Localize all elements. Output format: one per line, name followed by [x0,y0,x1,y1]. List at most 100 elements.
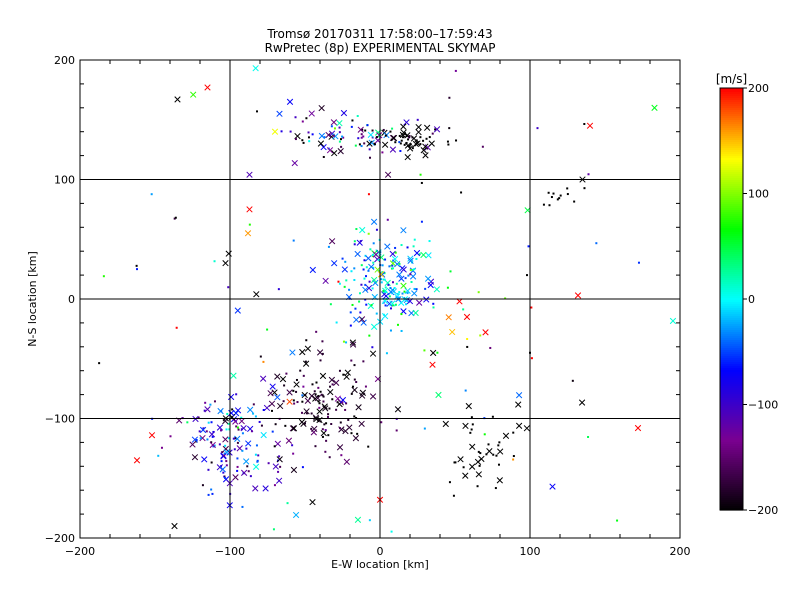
data-point-x [201,456,208,463]
data-point-dot [367,193,370,196]
data-point-dot [400,329,403,332]
data-point-dot [254,453,257,456]
data-point-x [314,394,321,402]
data-point-x [358,420,365,428]
data-point-dot [387,283,390,286]
data-point-x [486,448,493,455]
data-point-dot [345,279,348,282]
colorbar-segment [720,312,743,315]
data-point-dot [552,192,555,195]
data-point-dot [358,292,361,295]
data-point-x [304,397,312,404]
data-point-dot [292,389,295,392]
colorbar-segment [720,422,743,425]
colorbar-segment [720,284,743,287]
colorbar-segment [720,278,743,281]
data-point-x [384,171,392,178]
data-point-x [319,372,327,380]
data-point-dot [220,460,223,463]
colorbar-segment [720,462,743,465]
data-point-dot [386,218,389,221]
colorbar-segment [720,424,743,427]
data-point-x [423,296,430,303]
data-point-dot [428,136,431,139]
x-tick-label: −200 [65,545,95,558]
colorbar-segment [720,508,743,511]
data-point-dot [262,360,265,363]
y-tick-label: 100 [54,174,75,187]
data-point-x [246,206,253,213]
data-point-x [286,98,294,105]
colorbar-segment [720,484,743,487]
data-point-dot [319,390,322,393]
data-point-dot [466,337,469,340]
colorbar-segment [720,356,743,359]
data-point-x [407,255,414,262]
x-tick-label: 0 [377,545,384,558]
data-point-x [271,389,278,396]
colorbar-tick-label: −200 [748,504,778,517]
data-point-x [407,257,414,264]
data-point-dot [322,400,325,403]
data-point-x [209,441,216,449]
data-point-dot [369,248,372,251]
data-point-dot [405,303,408,306]
data-point-dot [403,290,406,293]
data-point-dot [329,303,332,306]
data-point-dot [383,272,386,275]
data-point-dot [222,471,225,474]
data-point-dot [412,245,415,248]
data-point-x [422,143,429,150]
data-point-dot [377,258,380,261]
data-point-dot [448,481,451,484]
data-point-x [327,388,334,396]
data-point-x [252,65,259,72]
data-point-dot [278,455,281,458]
data-point-x [346,424,353,431]
data-point-x [669,317,677,325]
data-point-dot [381,264,384,267]
colorbar-segment [720,252,743,255]
colorbar-segment [720,140,743,143]
data-point-x [502,432,510,439]
data-point-dot [295,378,298,381]
colorbar-segment [720,358,743,361]
data-point-dot [400,244,403,247]
data-point-x [228,409,235,417]
colorbar-segment [720,338,743,341]
data-point-x [311,425,318,433]
data-point-dot [363,259,366,262]
colorbar-segment [720,486,743,489]
colorbar-segment [720,350,743,353]
data-point-dot [294,116,297,119]
colorbar-segment [720,152,743,155]
data-point-dot [403,143,406,146]
data-point-dot [420,220,423,223]
data-point-dot [477,450,480,453]
data-point-x [634,424,642,432]
data-point-x [317,140,325,147]
colorbar-segment [720,188,743,191]
data-point-dot [394,251,397,254]
data-point-dot [353,240,356,243]
data-point-dot [368,148,371,151]
data-point-x [299,348,306,356]
data-point-dot [478,464,481,467]
data-point-dot [423,349,426,352]
data-point-dot [392,259,395,262]
data-point-dot [273,445,276,448]
data-point-dot [409,273,412,276]
data-point-dot [434,128,437,131]
colorbar-segment [720,174,743,177]
data-point-dot [235,425,238,428]
data-point-dot [566,193,569,196]
data-point-x [303,408,310,415]
colorbar-segment [720,242,743,245]
data-point-dot [384,134,387,137]
data-point-dot [410,281,413,284]
data-point-dot [211,435,214,438]
colorbar-segment [720,156,743,159]
data-point-x [433,286,441,293]
colorbar-segment [720,150,743,153]
data-point-dot [400,313,403,316]
